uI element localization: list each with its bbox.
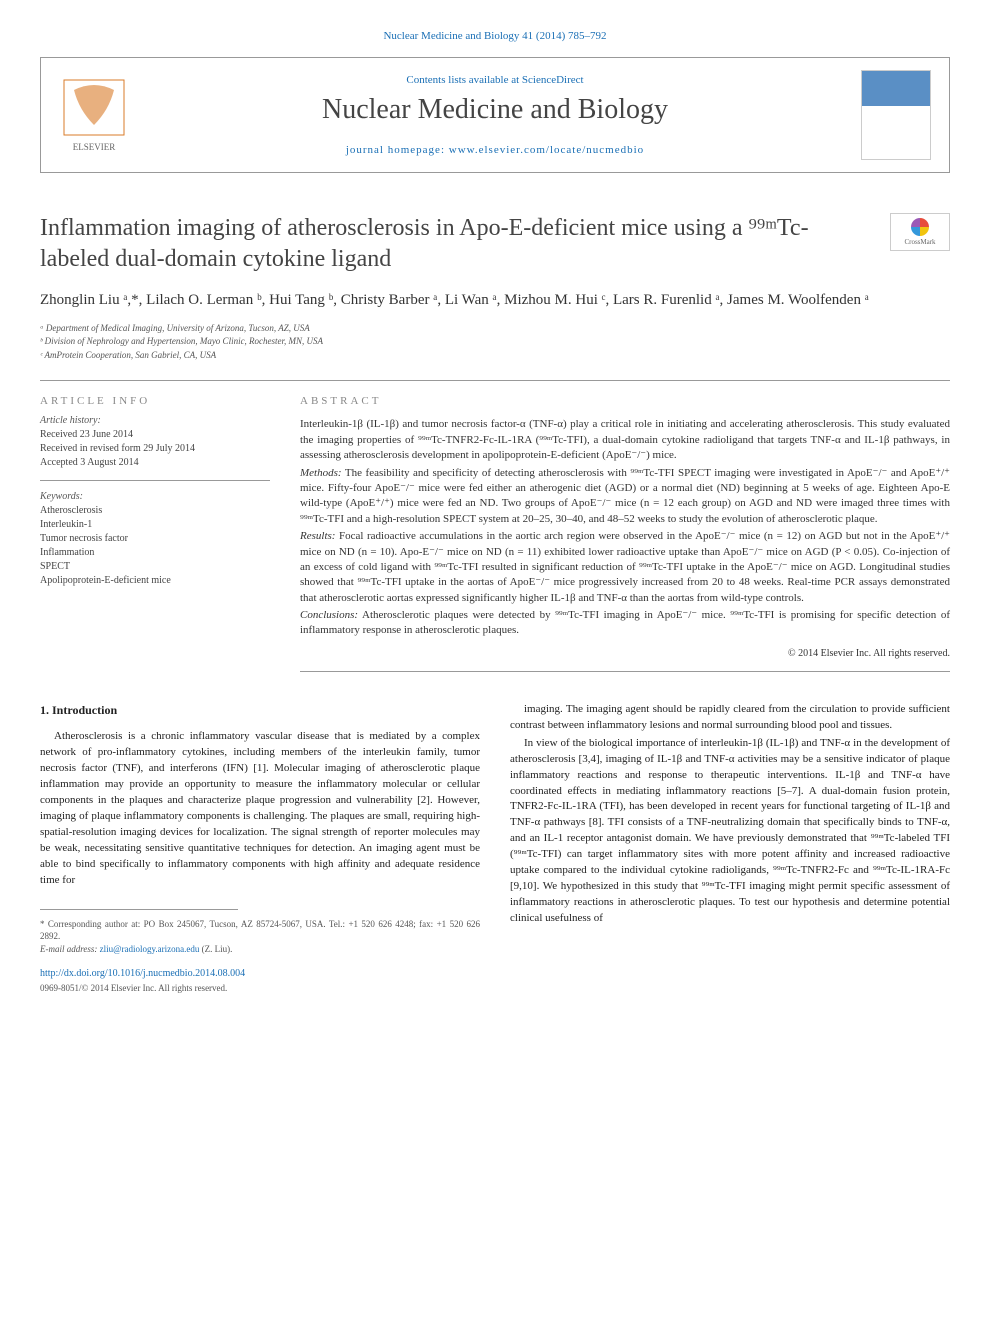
intro-paragraph-1: Atherosclerosis is a chronic inflammator… [40,729,480,888]
received-date: Received 23 June 2014 [40,428,270,442]
keyword: Tumor necrosis factor [40,532,270,546]
contents-list-text: Contents lists available at ScienceDirec… [149,74,841,86]
body-column-right: imaging. The imaging agent should be rap… [510,702,950,995]
affiliation-b: ᵇ Division of Nephrology and Hypertensio… [40,335,950,349]
email-suffix: (Z. Liu). [199,944,232,954]
keyword: Apolipoprotein-E-deficient mice [40,574,270,588]
affiliation-c: ᶜ AmProtein Cooperation, San Gabriel, CA… [40,349,950,363]
abstract-conclusions: Atherosclerotic plaques were detected by… [300,609,950,636]
intro-paragraph-2: imaging. The imaging agent should be rap… [510,702,950,734]
methods-label: Methods: [300,467,342,479]
abstract-methods: The feasibility and specificity of detec… [300,467,950,525]
journal-cover-thumbnail [861,70,931,160]
keyword: SPECT [40,560,270,574]
author-list: Zhonglin Liu ᵃ,*, Lilach O. Lerman ᵇ, Hu… [40,289,950,312]
journal-citation[interactable]: Nuclear Medicine and Biology 41 (2014) 7… [40,30,950,42]
accepted-date: Accepted 3 August 2014 [40,456,270,470]
email-link[interactable]: zliu@radiology.arizona.edu [100,944,200,954]
journal-header: ELSEVIER Contents lists available at Sci… [40,57,950,173]
journal-homepage: journal homepage: www.elsevier.com/locat… [149,144,841,156]
crossmark-badge[interactable]: CrossMark [890,213,950,251]
svg-text:ELSEVIER: ELSEVIER [73,142,116,152]
issn-line: 0969-8051/© 2014 Elsevier Inc. All right… [40,982,480,995]
doi-link[interactable]: http://dx.doi.org/10.1016/j.nucmedbio.20… [40,968,245,979]
abstract-heading: ABSTRACT [300,395,950,407]
abstract-results: Focal radioactive accumulations in the a… [300,530,950,604]
abstract-intro: Interleukin-1β (IL-1β) and tumor necrosi… [300,417,950,463]
revised-date: Received in revised form 29 July 2014 [40,442,270,456]
abstract-copyright: © 2014 Elsevier Inc. All rights reserved… [300,647,950,661]
corresponding-author: * Corresponding author at: PO Box 245067… [40,918,480,943]
abstract-panel: ABSTRACT Interleukin-1β (IL-1β) and tumo… [300,395,950,671]
email-label: E-mail address: [40,944,100,954]
keyword: Interleukin-1 [40,518,270,532]
crossmark-icon [911,218,929,236]
homepage-link[interactable]: www.elsevier.com/locate/nucmedbio [449,144,644,156]
intro-paragraph-3: In view of the biological importance of … [510,736,950,927]
sciencedirect-link[interactable]: ScienceDirect [522,74,584,86]
results-label: Results: [300,530,335,542]
journal-name: Nuclear Medicine and Biology [149,94,841,126]
article-info-panel: ARTICLE INFO Article history: Received 2… [40,395,270,671]
conclusions-label: Conclusions: [300,609,358,621]
affiliation-a: ᵃ Department of Medical Imaging, Univers… [40,322,950,336]
keyword: Atherosclerosis [40,504,270,518]
keywords-label: Keywords: [40,491,270,502]
keyword: Inflammation [40,546,270,560]
history-label: Article history: [40,415,270,426]
elsevier-logo: ELSEVIER [59,75,129,155]
body-column-left: 1. Introduction Atherosclerosis is a chr… [40,702,480,995]
introduction-heading: 1. Introduction [40,702,480,719]
article-title: Inflammation imaging of atherosclerosis … [40,213,870,275]
article-info-heading: ARTICLE INFO [40,395,270,407]
affiliations: ᵃ Department of Medical Imaging, Univers… [40,322,950,363]
